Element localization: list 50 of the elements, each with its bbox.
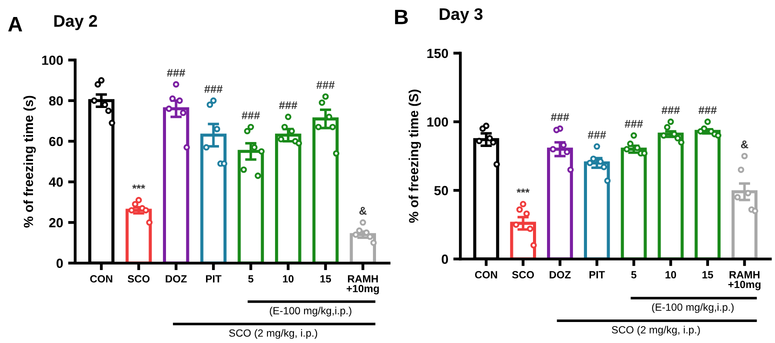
x-tick-label: DOZ — [166, 275, 187, 283]
x-tick-label: 5 — [631, 271, 636, 278]
x-tick-label: 10 — [283, 275, 294, 283]
annotation: ### — [588, 131, 606, 139]
y-tick-label: 50 — [434, 186, 448, 196]
annotation: ### — [204, 85, 223, 93]
annotation: & — [740, 140, 748, 148]
annotation: ### — [316, 81, 335, 89]
annotation: *** — [516, 188, 530, 193]
text: SCO (2 mg/kg, i.p.) — [612, 326, 700, 336]
annotation: & — [359, 206, 367, 215]
annotation: *** — [132, 184, 146, 189]
y-tick-label: 40 — [48, 177, 63, 187]
x-tick-label: PIT — [206, 275, 222, 282]
annotation: ### — [662, 106, 680, 114]
chart-title: Day 2 — [54, 15, 98, 30]
chart-title: Day 3 — [440, 8, 483, 24]
x-tick-label: CON — [90, 275, 112, 283]
text: SCO (2 mg/kg, i.p.) — [229, 329, 318, 339]
x-tick-label: CON — [475, 271, 498, 278]
text: A — [8, 17, 22, 32]
annotation: ### — [279, 101, 298, 110]
annotation: ### — [550, 113, 570, 121]
annotation: ### — [166, 68, 186, 77]
x-tick-label: 10 — [666, 271, 676, 278]
y-axis-title: % of freezing time (S) — [408, 90, 421, 223]
text: (E-100 mg/kg,i.p.) — [652, 303, 734, 313]
annotation: ### — [624, 120, 643, 128]
x-tick-label: 5 — [248, 275, 254, 283]
y-axis-title: % of freezing time (s) — [23, 96, 36, 228]
y-tick-label: 80 — [49, 96, 63, 106]
y-tick-label: 0 — [56, 258, 63, 268]
y-tick-label: 150 — [427, 48, 448, 58]
x-tick-label: DOZ — [550, 271, 571, 278]
y-tick-label: 100 — [427, 117, 448, 127]
x-tick-label: PIT — [589, 271, 605, 278]
y-tick-label: 100 — [42, 56, 63, 65]
text: B — [395, 10, 408, 24]
y-tick-label: 0 — [442, 254, 448, 264]
x-tick-label: 15 — [320, 275, 332, 283]
y-tick-label: 20 — [49, 218, 63, 228]
x-tick-label: RAMH +10mg — [346, 275, 379, 294]
x-tick-label: 15 — [702, 271, 714, 278]
text: (E-100 mg/kg,i.p.) — [270, 306, 352, 316]
y-tick-label: 60 — [49, 136, 63, 146]
annotation: ### — [698, 106, 717, 114]
x-tick-label: RAMH +10mg — [728, 271, 760, 290]
x-tick-label: SCO — [512, 271, 534, 278]
annotation: ### — [242, 112, 260, 120]
x-tick-label: SCO — [128, 275, 150, 283]
